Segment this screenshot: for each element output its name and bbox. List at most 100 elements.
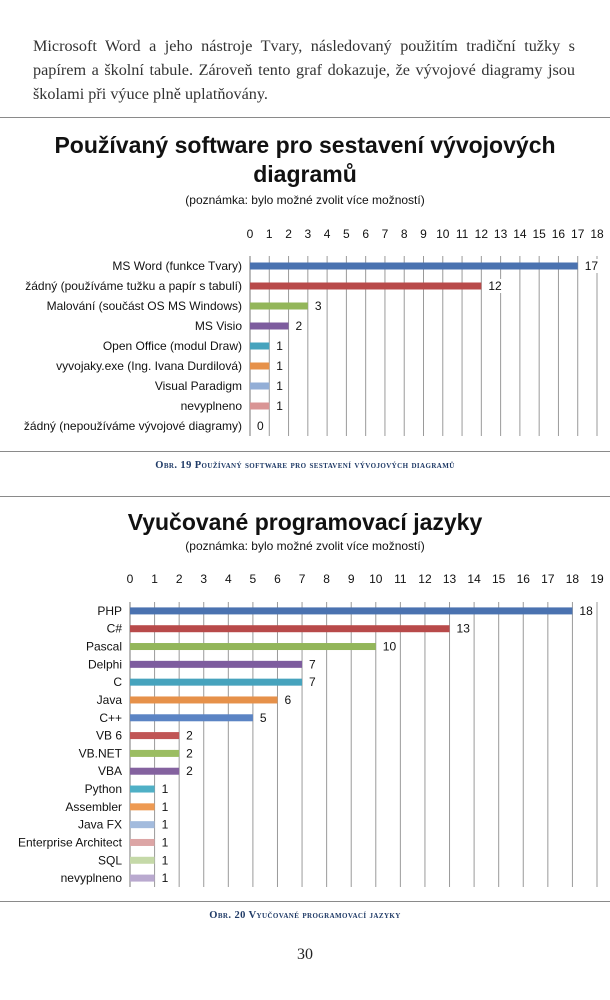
chart2-category-label: SQL	[98, 853, 122, 867]
chart2-value-label: 1	[162, 782, 169, 796]
chart1-tick-label: 11	[456, 227, 469, 241]
chart1-title-line1: Používaný software pro sestavení vývojov…	[54, 132, 556, 158]
chart2-value-bg	[577, 603, 596, 618]
figure1-caption: Obr. 19 Používaný software pro sestavení…	[155, 460, 455, 471]
chart1-value-label: 3	[315, 299, 322, 313]
chart2-category-label: C++	[99, 711, 122, 725]
chart1-tick-label: 7	[382, 227, 389, 241]
chart2-value-label: 1	[162, 818, 169, 832]
figure2-bottom-rule	[0, 901, 610, 902]
chart2-tick-label: 0	[127, 572, 134, 586]
chart1-category-label: Open Office (modul Draw)	[103, 339, 242, 353]
chart2-tick-label: 10	[369, 572, 383, 586]
chart2-category-label: Pascal	[86, 640, 122, 654]
chart2-tick-label: 18	[566, 572, 580, 586]
chart2-value-label: 1	[162, 871, 169, 885]
chart2-category-label: Python	[85, 782, 122, 796]
chart2-category-label: Java FX	[78, 818, 122, 832]
chart2-category-label: VBA	[98, 764, 122, 778]
chart1-tick-label: 18	[590, 227, 604, 241]
chart2-value-label: 13	[457, 622, 471, 636]
chart1-value-bg	[274, 339, 286, 353]
chart2-tick-label: 1	[151, 572, 158, 586]
chart1-value-bg	[582, 259, 601, 273]
chart1-value-label: 17	[585, 259, 599, 273]
chart1-value-label: 1	[276, 359, 283, 373]
chart2-bar	[130, 643, 376, 651]
chart1-value-bg	[312, 299, 324, 313]
chart1-value-bg	[274, 379, 286, 393]
chart2-value-label: 1	[162, 853, 169, 867]
chart2-bar	[130, 785, 155, 793]
chart1-category-label: MS Word (funkce Tvary)	[112, 259, 242, 273]
chart2-bar	[130, 696, 278, 704]
chart2-tick-label: 2	[176, 572, 183, 586]
chart1-value-bg	[486, 279, 505, 293]
chart2-value-label: 1	[162, 835, 169, 849]
chart1-bar	[250, 362, 270, 370]
chart1-bar	[250, 262, 578, 270]
chart2-tick-label: 9	[348, 572, 355, 586]
chart1-bar	[250, 342, 270, 350]
chart2-tick-label: 12	[418, 572, 432, 586]
chart1-tick-label: 6	[362, 227, 369, 241]
chart2-value-bg	[307, 675, 319, 690]
chart2-value-bg	[380, 639, 399, 654]
chart2-value-label: 6	[284, 693, 291, 707]
chart1-title: Používaný software pro sestavení vývojov…	[0, 131, 610, 189]
chart2-value-bg	[184, 764, 196, 779]
chart1-category-label: Malování (součást OS MS Windows)	[47, 299, 242, 313]
chart2-value-bg	[454, 621, 473, 636]
chart1-bar	[250, 402, 270, 410]
chart1-value-bg	[293, 319, 305, 333]
chart1-tick-label: 14	[513, 227, 527, 241]
chart1-category-label: Visual Paradigm	[155, 379, 242, 393]
chart2-bar	[130, 874, 155, 882]
chart1-value-bg	[274, 399, 286, 413]
chart2-bar	[130, 714, 253, 722]
figure1-top-rule	[0, 117, 610, 118]
chart2-category-label: C#	[107, 622, 123, 636]
chart2-category-label: PHP	[97, 604, 122, 618]
chart2-tick-label: 16	[517, 572, 531, 586]
chart2-category-label: nevyplneno	[61, 871, 123, 885]
chart2-tick-label: 19	[590, 572, 604, 586]
chart1-value-label: 1	[276, 399, 283, 413]
chart2-value-bg	[159, 782, 171, 797]
chart2-value-label: 10	[383, 640, 397, 654]
chart1-tick-label: 9	[420, 227, 427, 241]
chart1-category-label: MS Visio	[195, 319, 242, 333]
chart2-bar	[130, 821, 155, 829]
chart1-tick-label: 3	[304, 227, 311, 241]
chart2-bar	[130, 732, 180, 740]
chart1-tick-label: 15	[532, 227, 546, 241]
chart2-bar	[130, 838, 155, 846]
chart2-value-label: 2	[186, 764, 193, 778]
body-paragraph: Microsoft Word a jeho nástroje Tvary, ná…	[33, 37, 575, 103]
chart2-value-bg	[184, 746, 196, 761]
chart1-category-label: žádný (používáme tužku a papír s tabulí)	[25, 279, 242, 293]
chart2-value-label: 2	[186, 729, 193, 743]
chart2-category-label: Enterprise Architect	[18, 835, 123, 849]
chart2-tick-label: 4	[225, 572, 232, 586]
chart1-bar	[250, 282, 482, 290]
chart1-tick-label: 8	[401, 227, 408, 241]
chart2-value-label: 2	[186, 746, 193, 760]
page-number: 30	[297, 946, 313, 963]
figure2-caption: Obr. 20 Vyučované programovací jazyky	[209, 910, 401, 921]
chart2-value-bg	[159, 853, 171, 868]
chart2-category-label: Assembler	[65, 800, 122, 814]
chart1-tick-label: 2	[285, 227, 292, 241]
chart2-tick-label: 17	[541, 572, 555, 586]
chart2-bar	[130, 607, 573, 615]
chart1-tick-label: 10	[436, 227, 450, 241]
chart1-value-label: 12	[488, 279, 502, 293]
figure1-bottom-rule	[0, 451, 610, 452]
chart1-bar	[250, 302, 308, 310]
chart2-value-bg	[184, 728, 196, 743]
chart2-category-label: Delphi	[88, 657, 122, 671]
chart2-bar	[130, 625, 450, 633]
chart1-bar	[250, 322, 289, 330]
chart1-bar	[250, 382, 270, 390]
chart1-value-label: 1	[276, 339, 283, 353]
